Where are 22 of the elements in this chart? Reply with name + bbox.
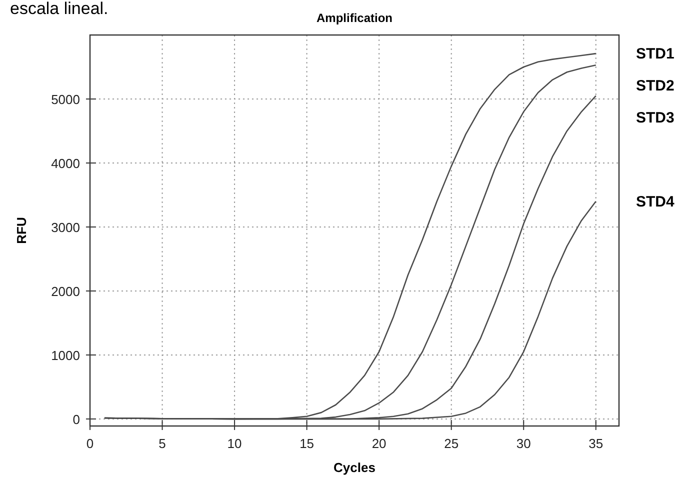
x-axis-title: Cycles — [334, 460, 376, 475]
x-tick-label: 25 — [444, 436, 459, 451]
x-tick-label: 5 — [158, 436, 166, 451]
x-tick-label: 35 — [588, 436, 604, 451]
x-tick-label: 0 — [86, 436, 94, 451]
text: STD1 — [636, 46, 674, 63]
y-tick-label: 2000 — [51, 284, 80, 299]
x-tick-label: 10 — [227, 436, 242, 451]
text: escala lineal. — [10, 0, 108, 18]
y-tick-label: 1000 — [51, 348, 80, 363]
chart-title: Amplification — [316, 11, 393, 25]
x-tick-label: 20 — [372, 436, 386, 451]
y-axis-title: RFU — [14, 217, 29, 244]
y-tick-label: 0 — [72, 412, 80, 427]
text: STD3 — [636, 110, 674, 127]
text: STD2 — [636, 78, 674, 95]
y-tick-label: 5000 — [51, 92, 80, 107]
text: STD4 — [636, 193, 675, 210]
y-tick-label: 4000 — [51, 156, 80, 171]
y-tick-label: 3000 — [51, 220, 80, 235]
x-tick-label: 30 — [516, 436, 531, 451]
x-tick-label: 15 — [300, 436, 314, 451]
